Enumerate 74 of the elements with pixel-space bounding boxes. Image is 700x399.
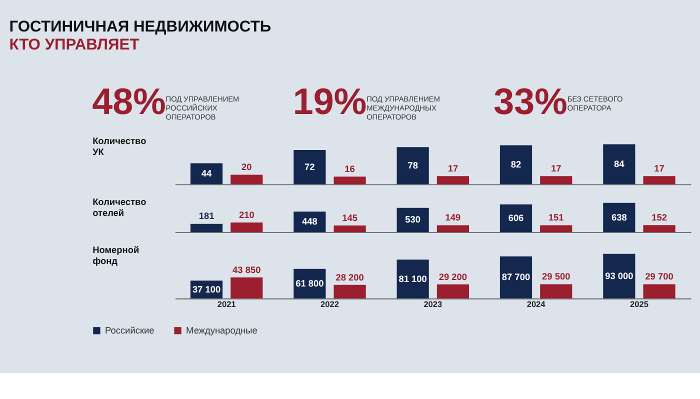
data-label: 37 100 (192, 284, 221, 294)
data-label: 84 (614, 159, 626, 170)
x-tick-label: 2022 (320, 300, 340, 310)
bar (396, 260, 429, 298)
data-label: 638 (611, 212, 627, 222)
bar (334, 176, 366, 184)
legend-label: Российские (105, 325, 154, 336)
x-tick-label: 2023 (424, 300, 442, 310)
bar (603, 144, 636, 184)
data-label: 28 200 (336, 272, 364, 282)
y-axis-title: Количество УК (92, 136, 147, 158)
text: ГОСТИНИЧНАЯ НЕДВИЖИМОСТЬ (9, 18, 272, 36)
x-tick-label: 2025 (630, 300, 649, 310)
bar (500, 256, 532, 298)
y-axis-title: Количество отелей (92, 196, 147, 218)
x-tick-label: 2024 (526, 300, 546, 310)
bar (500, 145, 532, 184)
data-label: 78 (408, 160, 418, 170)
data-label: 17 (654, 164, 664, 174)
bar (643, 225, 676, 232)
data-label: 448 (302, 216, 318, 227)
legend-label: Международные (186, 325, 258, 336)
data-label: 43 850 (232, 264, 261, 275)
bar (500, 204, 532, 232)
data-label: 17 (448, 164, 458, 174)
data-label: 44 (201, 168, 213, 179)
text: 48% (92, 81, 166, 122)
data-label: 81 100 (398, 274, 427, 284)
data-label: 149 (445, 212, 461, 223)
bar (540, 284, 572, 298)
data-label: 606 (508, 213, 524, 224)
bar (230, 174, 263, 184)
data-label: 72 (304, 162, 315, 172)
data-label: 93 000 (605, 270, 634, 281)
bar (334, 225, 366, 232)
text: БЕЗ СЕТЕВОГО ОПЕРАТОРА (567, 94, 624, 113)
text: 19% (292, 81, 367, 122)
bar (603, 254, 636, 298)
data-label: 29 700 (645, 272, 674, 282)
data-label: 82 (510, 159, 522, 170)
bar (540, 176, 572, 184)
data-label: 29 200 (438, 272, 468, 282)
bar (436, 225, 469, 232)
y-axis-title: Номерной фонд (92, 244, 140, 266)
bar (396, 147, 429, 184)
bar (334, 284, 366, 298)
data-label: 20 (242, 162, 252, 172)
bar (603, 202, 636, 232)
data-label: 181 (198, 211, 214, 222)
data-label: 152 (652, 212, 667, 223)
bar (643, 284, 676, 298)
bar (230, 277, 263, 298)
data-label: 210 (238, 210, 254, 220)
data-label: 87 700 (502, 272, 530, 282)
bar (230, 222, 263, 232)
x-tick-label: 2021 (217, 300, 236, 310)
data-label: 17 (550, 164, 562, 174)
text: ПОД УПРАВЛЕНИЕМ МЕЖДУНАРОДНЫХ ОПЕРАТОРОВ (366, 94, 440, 122)
bar (190, 224, 223, 232)
data-label: 61 800 (296, 278, 324, 288)
bar (643, 176, 676, 184)
bar (540, 225, 572, 232)
bar (436, 176, 469, 184)
bar (294, 150, 326, 184)
data-label: 145 (342, 212, 358, 223)
data-label: 151 (548, 212, 564, 223)
data-label: 530 (405, 214, 421, 225)
bar (190, 163, 223, 184)
text: 33% (494, 81, 568, 122)
data-label: 29 500 (542, 272, 570, 282)
bar (436, 284, 469, 298)
text: КТО УПРАВЛЯЕТ (9, 36, 140, 54)
text: ПОД УПРАВЛЕНИЕМ РОССИЙСКИХ ОПЕРАТОРОВ (166, 94, 240, 122)
data-label: 16 (344, 164, 355, 174)
